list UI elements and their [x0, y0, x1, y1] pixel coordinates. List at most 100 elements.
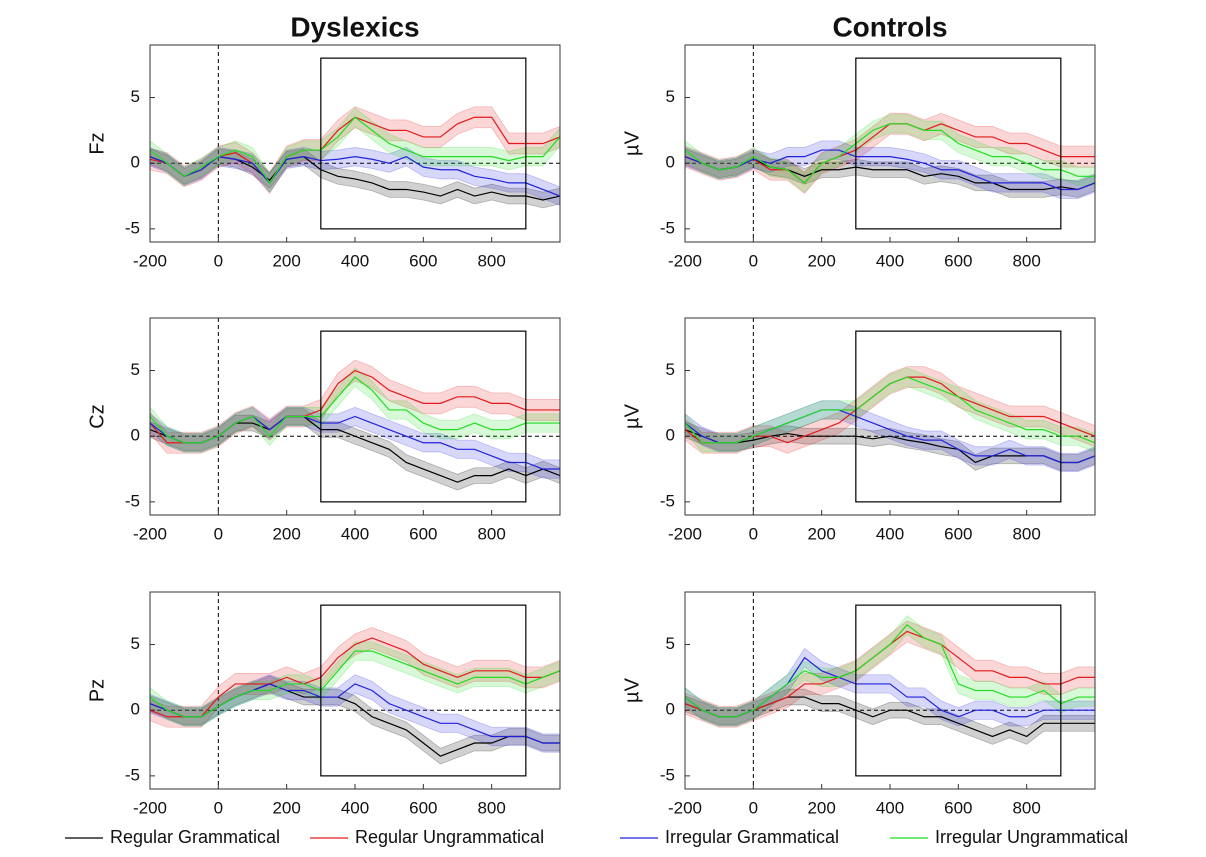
x-tick-label: 400 — [341, 798, 369, 817]
y-tick-label: 5 — [666, 360, 675, 379]
series-line — [150, 116, 560, 185]
x-tick-label: 800 — [1012, 251, 1040, 270]
x-tick-label: 0 — [214, 798, 223, 817]
x-tick-label: 0 — [749, 524, 758, 543]
legend-label: Irregular Grammatical — [665, 827, 839, 847]
y-tick-label: 0 — [131, 426, 140, 445]
x-tick-label: 200 — [272, 798, 300, 817]
y-tick-label: 5 — [666, 634, 675, 653]
error-band — [685, 615, 1095, 727]
x-tick-label: 400 — [876, 524, 904, 543]
x-tick-label: 0 — [214, 251, 223, 270]
series-line — [150, 637, 560, 718]
panel — [150, 592, 560, 789]
series-line — [150, 650, 560, 718]
x-tick-label: 800 — [477, 251, 505, 270]
analysis-window — [855, 57, 1062, 230]
x-tick-label: 600 — [409, 251, 437, 270]
error-band — [150, 406, 560, 479]
x-tick-label: 400 — [876, 798, 904, 817]
y-tick-label: 0 — [666, 700, 675, 719]
x-tick-label: -200 — [668, 798, 702, 817]
x-tick-label: 200 — [807, 524, 835, 543]
x-tick-label: 0 — [749, 251, 758, 270]
y-tick-label: 5 — [131, 87, 140, 106]
panel — [150, 318, 560, 515]
analysis-window — [855, 604, 1062, 777]
x-tick-label: 200 — [272, 251, 300, 270]
series-line — [685, 123, 1095, 184]
error-band — [150, 107, 560, 193]
series-line — [150, 376, 560, 444]
error-band — [685, 367, 1095, 453]
y-axis-label: µV — [621, 130, 643, 156]
x-tick-label: 600 — [409, 524, 437, 543]
analysis-window — [855, 330, 1062, 503]
x-tick-label: 200 — [807, 798, 835, 817]
x-tick-label: 200 — [807, 251, 835, 270]
y-axis-label: µV — [621, 677, 643, 703]
error-band — [685, 114, 1095, 193]
y-tick-label: -5 — [125, 491, 140, 510]
error-band — [685, 620, 1095, 728]
x-tick-label: 0 — [749, 798, 758, 817]
error-band — [150, 641, 560, 727]
analysis-window — [320, 604, 527, 777]
error-band — [150, 675, 560, 765]
x-tick-label: 600 — [409, 798, 437, 817]
panel — [685, 45, 1095, 242]
error-band — [150, 408, 560, 491]
x-tick-label: 600 — [944, 524, 972, 543]
error-band — [150, 674, 560, 753]
y-tick-label: 0 — [131, 153, 140, 172]
x-tick-label: 200 — [272, 524, 300, 543]
error-band — [150, 106, 560, 195]
series-line — [685, 149, 1095, 191]
x-tick-label: -200 — [133, 251, 167, 270]
y-tick-label: 5 — [666, 87, 675, 106]
y-tick-label: 0 — [131, 700, 140, 719]
error-band — [150, 359, 560, 454]
analysis-window — [320, 57, 527, 230]
error-band — [685, 647, 1095, 727]
x-tick-label: 400 — [341, 524, 369, 543]
axes-box — [149, 44, 561, 243]
y-axis-label: Cz — [86, 404, 108, 428]
y-tick-label: -5 — [660, 491, 675, 510]
y-tick-label: -5 — [660, 765, 675, 784]
x-tick-label: 600 — [944, 798, 972, 817]
panel-title: Controls — [832, 11, 947, 42]
y-axis-label: Fz — [86, 132, 108, 154]
error-band — [685, 140, 1095, 200]
x-tick-label: 400 — [341, 251, 369, 270]
y-tick-label: 0 — [666, 153, 675, 172]
legend-label: Regular Grammatical — [110, 827, 280, 847]
y-tick-label: 0 — [666, 426, 675, 445]
x-tick-label: 800 — [477, 798, 505, 817]
series-line — [685, 376, 1095, 444]
x-tick-label: -200 — [133, 524, 167, 543]
x-tick-label: 800 — [1012, 798, 1040, 817]
x-tick-label: 0 — [214, 524, 223, 543]
y-tick-label: 5 — [131, 360, 140, 379]
y-tick-label: -5 — [125, 218, 140, 237]
y-tick-label: 5 — [131, 634, 140, 653]
panel — [685, 592, 1095, 789]
error-band — [150, 146, 560, 206]
x-tick-label: 800 — [477, 524, 505, 543]
y-axis-label: Pz — [86, 679, 108, 702]
panel — [150, 45, 560, 242]
x-tick-label: -200 — [133, 798, 167, 817]
analysis-window — [320, 330, 527, 503]
y-tick-label: -5 — [660, 218, 675, 237]
y-tick-label: -5 — [125, 765, 140, 784]
x-tick-label: 600 — [944, 251, 972, 270]
error-band — [685, 148, 1095, 198]
x-tick-label: -200 — [668, 251, 702, 270]
legend-label: Irregular Ungrammatical — [935, 827, 1128, 847]
x-tick-label: 800 — [1012, 524, 1040, 543]
y-axis-label: µV — [621, 403, 643, 429]
x-tick-label: 400 — [876, 251, 904, 270]
series-line — [685, 624, 1095, 718]
